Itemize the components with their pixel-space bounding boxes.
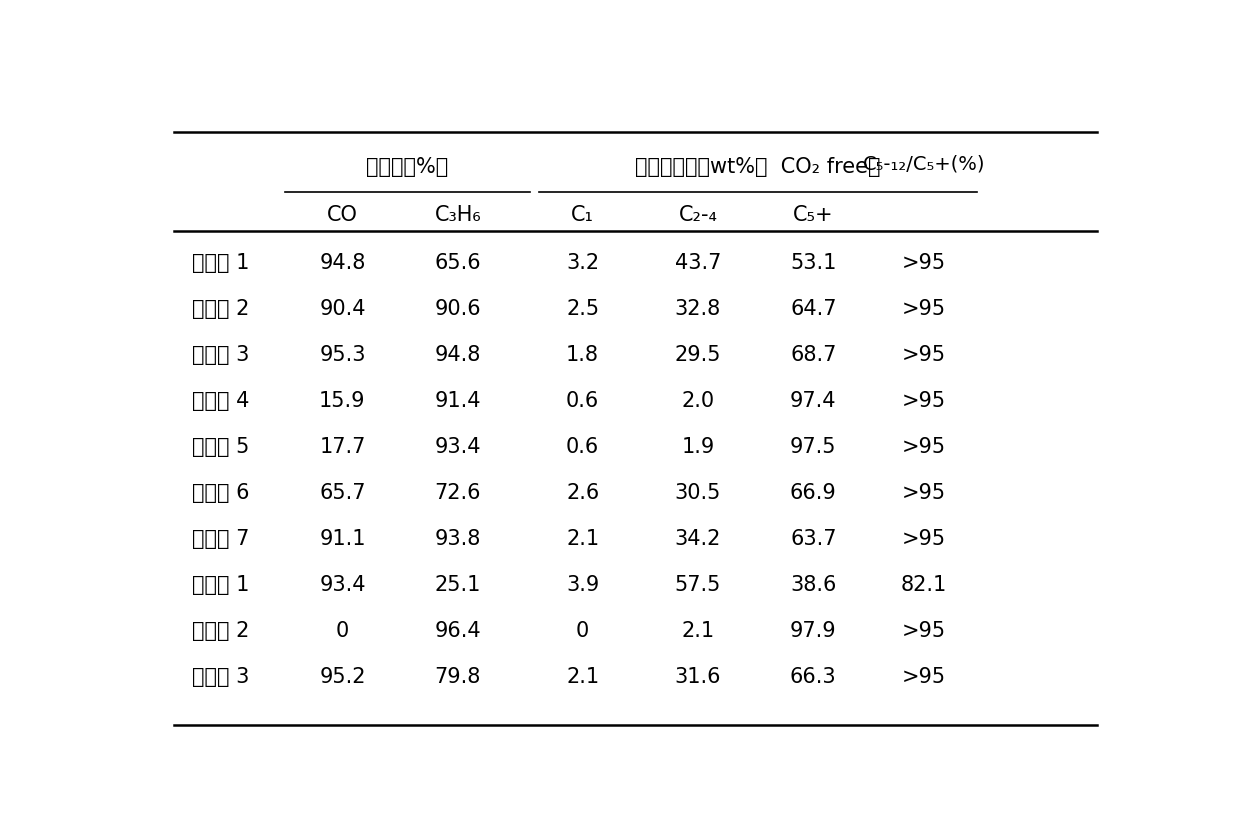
Text: 1.9: 1.9 xyxy=(681,437,714,457)
Text: 82.1: 82.1 xyxy=(900,574,947,594)
Text: 34.2: 34.2 xyxy=(675,529,722,549)
Text: 91.1: 91.1 xyxy=(319,529,366,549)
Text: 95.3: 95.3 xyxy=(319,344,366,364)
Text: 72.6: 72.6 xyxy=(434,483,481,503)
Text: 实施例 3: 实施例 3 xyxy=(191,344,249,364)
Text: 31.6: 31.6 xyxy=(675,666,722,686)
Text: 97.5: 97.5 xyxy=(790,437,837,457)
Text: 65.7: 65.7 xyxy=(319,483,366,503)
Text: C₅+: C₅+ xyxy=(792,205,833,225)
Text: 实施例 4: 实施例 4 xyxy=(191,391,249,411)
Text: 63.7: 63.7 xyxy=(790,529,837,549)
Text: 43.7: 43.7 xyxy=(675,252,722,272)
Text: 29.5: 29.5 xyxy=(675,344,722,364)
Text: 91.4: 91.4 xyxy=(434,391,481,411)
Text: 90.4: 90.4 xyxy=(319,299,366,319)
Text: C₅-₁₂/C₅+(%): C₅-₁₂/C₅+(%) xyxy=(863,154,985,173)
Text: 57.5: 57.5 xyxy=(675,574,722,594)
Text: 产物碳分布（wt%，  CO₂ free）: 产物碳分布（wt%， CO₂ free） xyxy=(635,157,880,177)
Text: 94.8: 94.8 xyxy=(319,252,366,272)
Text: >95: >95 xyxy=(901,621,946,641)
Text: 实施例 6: 实施例 6 xyxy=(191,483,249,503)
Text: 0.6: 0.6 xyxy=(565,437,599,457)
Text: >95: >95 xyxy=(901,299,946,319)
Text: C₁: C₁ xyxy=(572,205,594,225)
Text: 96.4: 96.4 xyxy=(434,621,481,641)
Text: 2.1: 2.1 xyxy=(567,529,599,549)
Text: 2.0: 2.0 xyxy=(682,391,714,411)
Text: 97.4: 97.4 xyxy=(790,391,837,411)
Text: 1.8: 1.8 xyxy=(567,344,599,364)
Text: 94.8: 94.8 xyxy=(434,344,481,364)
Text: 15.9: 15.9 xyxy=(319,391,366,411)
Text: >95: >95 xyxy=(901,666,946,686)
Text: 53.1: 53.1 xyxy=(790,252,837,272)
Text: 2.6: 2.6 xyxy=(565,483,599,503)
Text: 0: 0 xyxy=(336,621,348,641)
Text: 实施例 7: 实施例 7 xyxy=(191,529,249,549)
Text: 25.1: 25.1 xyxy=(434,574,481,594)
Text: 90.6: 90.6 xyxy=(434,299,481,319)
Text: >95: >95 xyxy=(901,344,946,364)
Text: >95: >95 xyxy=(901,437,946,457)
Text: C₃H₆: C₃H₆ xyxy=(434,205,481,225)
Text: 65.6: 65.6 xyxy=(434,252,481,272)
Text: 3.9: 3.9 xyxy=(565,574,599,594)
Text: 2.1: 2.1 xyxy=(567,666,599,686)
Text: 97.9: 97.9 xyxy=(790,621,837,641)
Text: 17.7: 17.7 xyxy=(319,437,366,457)
Text: 对比例 3: 对比例 3 xyxy=(191,666,249,686)
Text: 95.2: 95.2 xyxy=(319,666,366,686)
Text: 66.9: 66.9 xyxy=(790,483,837,503)
Text: 30.5: 30.5 xyxy=(675,483,722,503)
Text: 93.4: 93.4 xyxy=(319,574,366,594)
Text: 38.6: 38.6 xyxy=(790,574,837,594)
Text: 66.3: 66.3 xyxy=(790,666,837,686)
Text: 对比例 2: 对比例 2 xyxy=(191,621,249,641)
Text: 实施例 5: 实施例 5 xyxy=(191,437,249,457)
Text: >95: >95 xyxy=(901,529,946,549)
Text: 0: 0 xyxy=(577,621,589,641)
Text: 68.7: 68.7 xyxy=(790,344,837,364)
Text: 64.7: 64.7 xyxy=(790,299,837,319)
Text: 实施例 2: 实施例 2 xyxy=(191,299,249,319)
Text: 对比例 1: 对比例 1 xyxy=(191,574,249,594)
Text: CO: CO xyxy=(327,205,358,225)
Text: 2.5: 2.5 xyxy=(567,299,599,319)
Text: 0.6: 0.6 xyxy=(565,391,599,411)
Text: 79.8: 79.8 xyxy=(434,666,481,686)
Text: 转化率（%）: 转化率（%） xyxy=(366,157,449,177)
Text: 93.4: 93.4 xyxy=(434,437,481,457)
Text: 3.2: 3.2 xyxy=(567,252,599,272)
Text: >95: >95 xyxy=(901,252,946,272)
Text: C₂-₄: C₂-₄ xyxy=(678,205,718,225)
Text: >95: >95 xyxy=(901,483,946,503)
Text: 93.8: 93.8 xyxy=(434,529,481,549)
Text: 32.8: 32.8 xyxy=(675,299,722,319)
Text: 实施例 1: 实施例 1 xyxy=(191,252,249,272)
Text: >95: >95 xyxy=(901,391,946,411)
Text: 2.1: 2.1 xyxy=(682,621,714,641)
